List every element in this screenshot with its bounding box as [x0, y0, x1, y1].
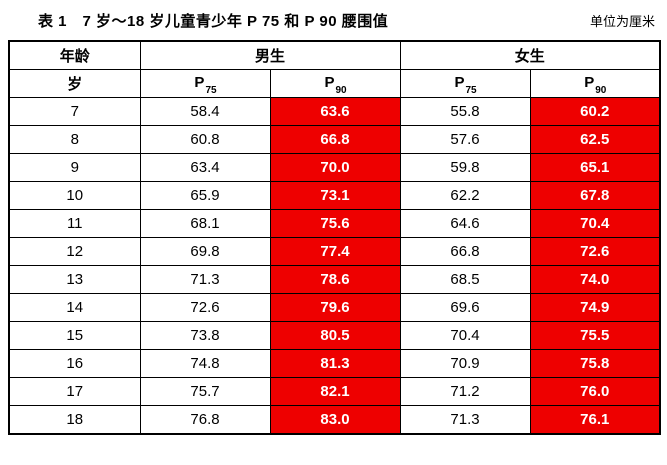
- p-subscript: 75: [205, 84, 217, 96]
- girls-p90-cell: 62.5: [529, 125, 661, 154]
- p-label: P: [324, 73, 335, 91]
- girls-p90-cell: 70.4: [529, 209, 661, 238]
- girls-group-header: 女生: [399, 40, 661, 70]
- table-row: 9 63.4 70.0 59.8 65.1: [8, 153, 661, 182]
- girls-p90-cell: 76.0: [529, 377, 661, 406]
- table-row: 12 69.8 77.4 66.8 72.6: [8, 237, 661, 266]
- boys-p90-cell: 75.6: [269, 209, 401, 238]
- girls-p90-cell: 74.0: [529, 265, 661, 294]
- girls-p75-cell: 70.9: [399, 349, 531, 378]
- p-subscript: 75: [465, 84, 477, 96]
- girls-p75-cell: 62.2: [399, 181, 531, 210]
- age-cell: 17: [8, 377, 141, 406]
- age-cell: 14: [8, 293, 141, 322]
- unit-note: 单位为厘米: [589, 14, 655, 29]
- table-row: 16 74.8 81.3 70.9 75.8: [8, 349, 661, 378]
- boys-p90-cell: 79.6: [269, 293, 401, 322]
- table-row: 11 68.1 75.6 64.6 70.4: [8, 209, 661, 238]
- girls-p75-cell: 71.2: [399, 377, 531, 406]
- boys-group-header: 男生: [139, 40, 401, 70]
- table-row: 8 60.8 66.8 57.6 62.5: [8, 125, 661, 154]
- girls-p75-cell: 69.6: [399, 293, 531, 322]
- table-row: 15 73.8 80.5 70.4 75.5: [8, 321, 661, 350]
- boys-p90-cell: 66.8: [269, 125, 401, 154]
- boys-p90-cell: 63.6: [269, 97, 401, 126]
- p-label: P: [194, 73, 205, 91]
- table-row: 18 76.8 83.0 71.3 76.1: [8, 405, 661, 435]
- boys-p75-cell: 72.6: [139, 293, 271, 322]
- boys-p90-cell: 81.3: [269, 349, 401, 378]
- girls-p90-cell: 76.1: [529, 405, 661, 435]
- girls-p75-cell: 68.5: [399, 265, 531, 294]
- boys-p75-cell: 74.8: [139, 349, 271, 378]
- boys-p75-header: P75: [139, 69, 271, 98]
- age-cell: 8: [8, 125, 141, 154]
- p-label: P: [454, 73, 465, 91]
- boys-p75-cell: 60.8: [139, 125, 271, 154]
- girls-p75-cell: 55.8: [399, 97, 531, 126]
- age-cell: 7: [8, 97, 141, 126]
- girls-p75-header: P75: [399, 69, 531, 98]
- girls-p90-header: P90: [529, 69, 661, 98]
- girls-p75-cell: 64.6: [399, 209, 531, 238]
- age-unit-header: 岁: [8, 69, 141, 98]
- boys-p90-cell: 83.0: [269, 405, 401, 435]
- girls-p90-cell: 65.1: [529, 153, 661, 182]
- age-header: 年龄: [8, 40, 141, 70]
- table-body: 7 58.4 63.6 55.8 60.2 8 60.8 66.8 57.6 62.5 9 63.4 7…: [8, 97, 661, 435]
- boys-p90-cell: 77.4: [269, 237, 401, 266]
- girls-p75-cell: 57.6: [399, 125, 531, 154]
- boys-p75-cell: 65.9: [139, 181, 271, 210]
- p-label: P: [584, 73, 595, 91]
- boys-p75-cell: 63.4: [139, 153, 271, 182]
- girls-p75-cell: 59.8: [399, 153, 531, 182]
- age-cell: 13: [8, 265, 141, 294]
- boys-p75-cell: 76.8: [139, 405, 271, 435]
- boys-p90-header: P90: [269, 69, 401, 98]
- girls-p90-cell: 67.8: [529, 181, 661, 210]
- table-title: 表 1 7 岁～18 岁儿童青少年 P 75 和 P 90 腰围值: [38, 13, 389, 30]
- age-cell: 11: [8, 209, 141, 238]
- girls-p90-cell: 74.9: [529, 293, 661, 322]
- age-cell: 15: [8, 321, 141, 350]
- table-row: 17 75.7 82.1 71.2 76.0: [8, 377, 661, 406]
- p-subscript: 90: [335, 84, 347, 96]
- age-cell: 12: [8, 237, 141, 266]
- group-header-row: 年龄 男生 女生: [8, 40, 661, 70]
- boys-p90-cell: 78.6: [269, 265, 401, 294]
- boys-p90-cell: 73.1: [269, 181, 401, 210]
- table-row: 13 71.3 78.6 68.5 74.0: [8, 265, 661, 294]
- age-cell: 10: [8, 181, 141, 210]
- table-caption-row: 表 1 7 岁～18 岁儿童青少年 P 75 和 P 90 腰围值 单位为厘米: [8, 8, 659, 40]
- boys-p75-cell: 58.4: [139, 97, 271, 126]
- boys-p75-cell: 73.8: [139, 321, 271, 350]
- girls-p90-cell: 72.6: [529, 237, 661, 266]
- table-row: 14 72.6 79.6 69.6 74.9: [8, 293, 661, 322]
- girls-p90-cell: 75.8: [529, 349, 661, 378]
- boys-p75-cell: 75.7: [139, 377, 271, 406]
- boys-p75-cell: 68.1: [139, 209, 271, 238]
- percentile-header-row: 岁 P75 P90 P75 P90: [8, 69, 661, 98]
- boys-p90-cell: 70.0: [269, 153, 401, 182]
- boys-p90-cell: 82.1: [269, 377, 401, 406]
- p-subscript: 90: [595, 84, 607, 96]
- girls-p75-cell: 66.8: [399, 237, 531, 266]
- boys-p90-cell: 80.5: [269, 321, 401, 350]
- girls-p90-cell: 60.2: [529, 97, 661, 126]
- girls-p75-cell: 70.4: [399, 321, 531, 350]
- girls-p90-cell: 75.5: [529, 321, 661, 350]
- waist-circumference-table: 年龄 男生 女生 岁 P75 P90 P75 P90 7 58.4 63.6 55.8…: [8, 40, 662, 435]
- age-cell: 18: [8, 405, 141, 435]
- boys-p75-cell: 71.3: [139, 265, 271, 294]
- age-cell: 9: [8, 153, 141, 182]
- age-cell: 16: [8, 349, 141, 378]
- table-row: 10 65.9 73.1 62.2 67.8: [8, 181, 661, 210]
- boys-p75-cell: 69.8: [139, 237, 271, 266]
- girls-p75-cell: 71.3: [399, 405, 531, 435]
- table-row: 7 58.4 63.6 55.8 60.2: [8, 97, 661, 126]
